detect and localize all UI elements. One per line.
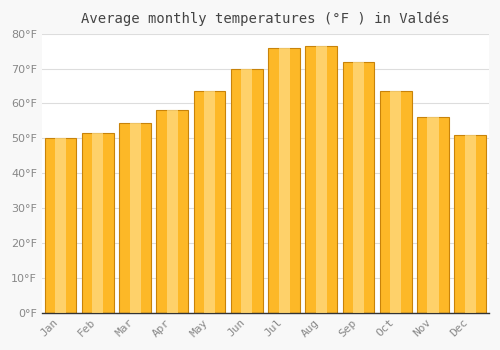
Bar [194, 91, 226, 313]
Title: Average monthly temperatures (°F ) in Valdés: Average monthly temperatures (°F ) in Va… [81, 11, 450, 26]
Bar [231, 69, 262, 313]
Bar [464, 135, 476, 313]
Bar [130, 122, 140, 313]
Bar [316, 46, 327, 313]
Bar [167, 110, 178, 313]
Bar [306, 46, 337, 313]
Bar [120, 122, 151, 313]
Bar [204, 91, 215, 313]
Bar [82, 133, 114, 313]
Bar [156, 110, 188, 313]
Bar [278, 48, 289, 313]
Bar [55, 138, 66, 313]
Bar [92, 133, 104, 313]
Bar [242, 69, 252, 313]
Bar [268, 48, 300, 313]
Bar [428, 117, 438, 313]
Bar [353, 62, 364, 313]
Bar [417, 117, 449, 313]
Bar [390, 91, 402, 313]
Bar [342, 62, 374, 313]
Bar [380, 91, 412, 313]
Bar [454, 135, 486, 313]
Bar [45, 138, 76, 313]
